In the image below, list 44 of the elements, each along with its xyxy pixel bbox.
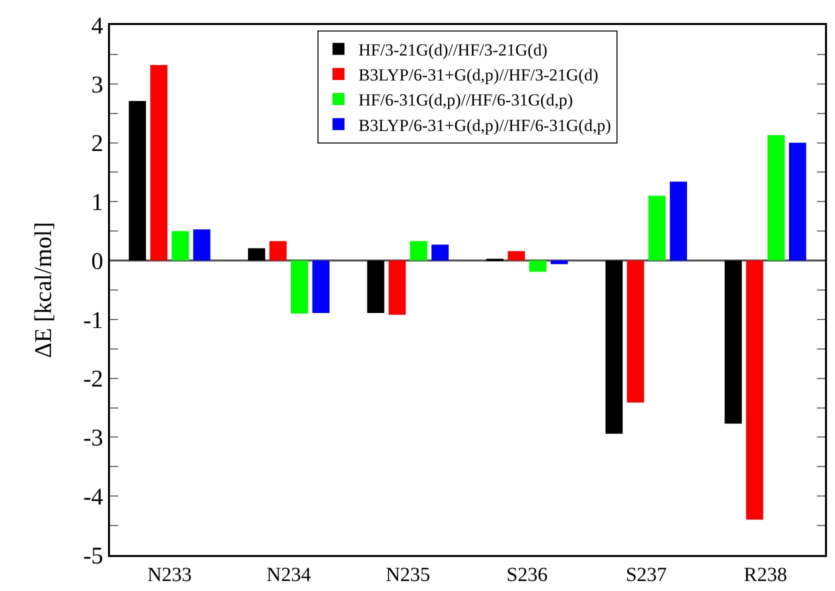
y-tick-label: 0 [91, 248, 104, 275]
y-tick-label: 2 [91, 131, 104, 158]
bar [312, 260, 330, 313]
bar [529, 260, 546, 272]
x-tick-label: R238 [744, 564, 788, 586]
x-tick-label: S237 [626, 564, 667, 586]
legend-label: HF/3-21G(d)//HF/3-21G(d) [358, 40, 548, 60]
y-tick-label: -4 [83, 484, 104, 511]
y-tick-label: -5 [83, 543, 104, 570]
bar [724, 260, 742, 424]
bar [269, 241, 287, 261]
bar [248, 248, 266, 261]
bar [193, 229, 210, 261]
legend-label: HF/6-31G(d,p)//HF/6-31G(d,p) [358, 90, 573, 110]
legend-label: B3LYP/6-31+G(d,p)//HF/3-21G(d) [358, 66, 598, 85]
x-tick-label: N233 [147, 564, 192, 586]
y-tick-label: 3 [91, 72, 104, 98]
bar [606, 260, 623, 434]
bar [410, 241, 428, 261]
bar [789, 142, 806, 261]
y-tick-label: -3 [83, 426, 104, 452]
bar [432, 244, 449, 261]
bar [648, 196, 666, 261]
bar [746, 260, 764, 520]
bar [367, 260, 384, 313]
y-axis-title: ΔE [kcal/mol] [31, 222, 57, 358]
x-tick-label: N234 [266, 564, 311, 586]
y-tick-label: -2 [83, 366, 104, 393]
y-tick-label: 4 [91, 13, 104, 40]
x-tick-label: N235 [386, 564, 430, 586]
bar [150, 65, 168, 261]
bar [768, 135, 785, 261]
bar [172, 231, 189, 261]
bar [290, 260, 308, 314]
bar [388, 260, 406, 315]
y-tick-label: -1 [83, 308, 104, 334]
bar [508, 251, 525, 261]
bar [670, 182, 688, 261]
bar [128, 100, 146, 261]
bar [550, 260, 568, 264]
x-tick-label: S236 [506, 564, 548, 586]
bar [626, 260, 644, 402]
legend-label: B3LYP/6-31+G(d,p)//HF/6-31G(d,p) [358, 116, 611, 135]
y-tick-label: 1 [91, 190, 104, 216]
